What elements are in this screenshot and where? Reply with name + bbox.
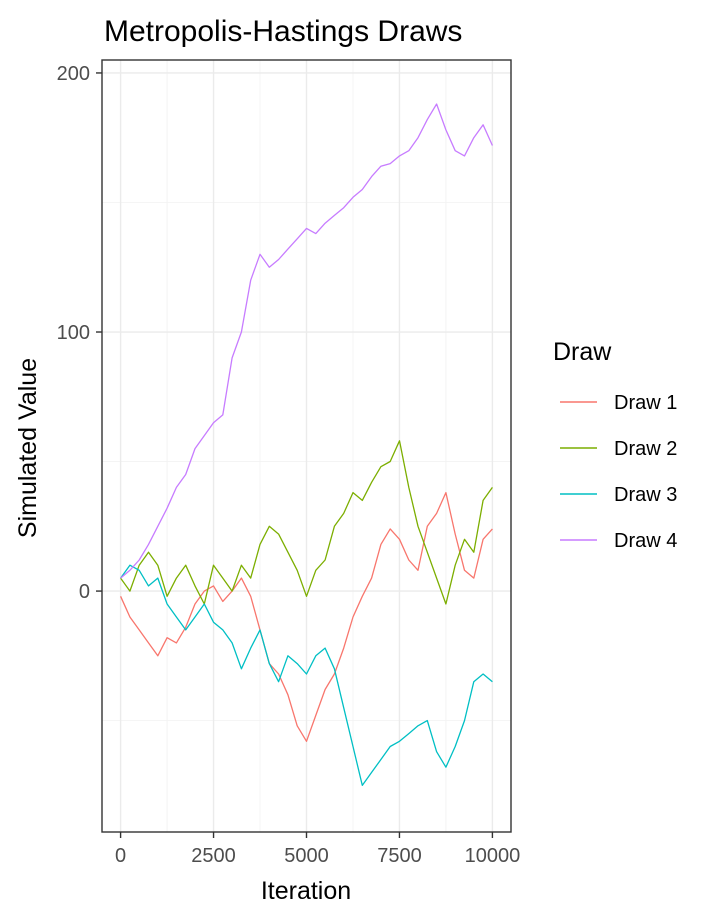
major-gridlines	[102, 60, 511, 832]
y-tick-label: 100	[57, 322, 90, 344]
legend-label-draw-3: Draw 3	[614, 484, 677, 506]
series-line-draw-1	[120, 491, 493, 742]
y-axis-title: Simulated Value	[14, 358, 42, 538]
plot-panel	[101, 59, 512, 833]
x-tick-label: 0	[115, 845, 126, 867]
x-tick-label: 2500	[191, 845, 236, 867]
legend: Draw Draw 1 Draw 2 Draw 3 Draw 4	[553, 338, 677, 552]
legend-label-draw-4: Draw 4	[614, 530, 677, 552]
x-tick-label: 10000	[465, 845, 521, 867]
chart-title: Metropolis-Hastings Draws	[104, 15, 462, 48]
x-axis-title: Iteration	[261, 877, 351, 905]
series-lines	[120, 103, 493, 787]
x-axis: 0 2500 5000 7500 10000	[115, 832, 520, 867]
series-line-draw-4	[120, 103, 493, 579]
x-tick-label: 5000	[284, 845, 329, 867]
legend-items: Draw 1 Draw 2 Draw 3 Draw 4	[560, 392, 677, 552]
legend-label-draw-2: Draw 2	[614, 438, 677, 460]
series-line-draw-3	[120, 564, 493, 787]
legend-title: Draw	[553, 338, 612, 366]
y-tick-label: 0	[79, 581, 90, 603]
y-axis: 0 100 200	[57, 63, 102, 603]
y-tick-label: 200	[57, 63, 90, 85]
series-line-draw-2	[120, 440, 493, 605]
x-tick-label: 7500	[377, 845, 422, 867]
legend-label-draw-1: Draw 1	[614, 392, 677, 414]
